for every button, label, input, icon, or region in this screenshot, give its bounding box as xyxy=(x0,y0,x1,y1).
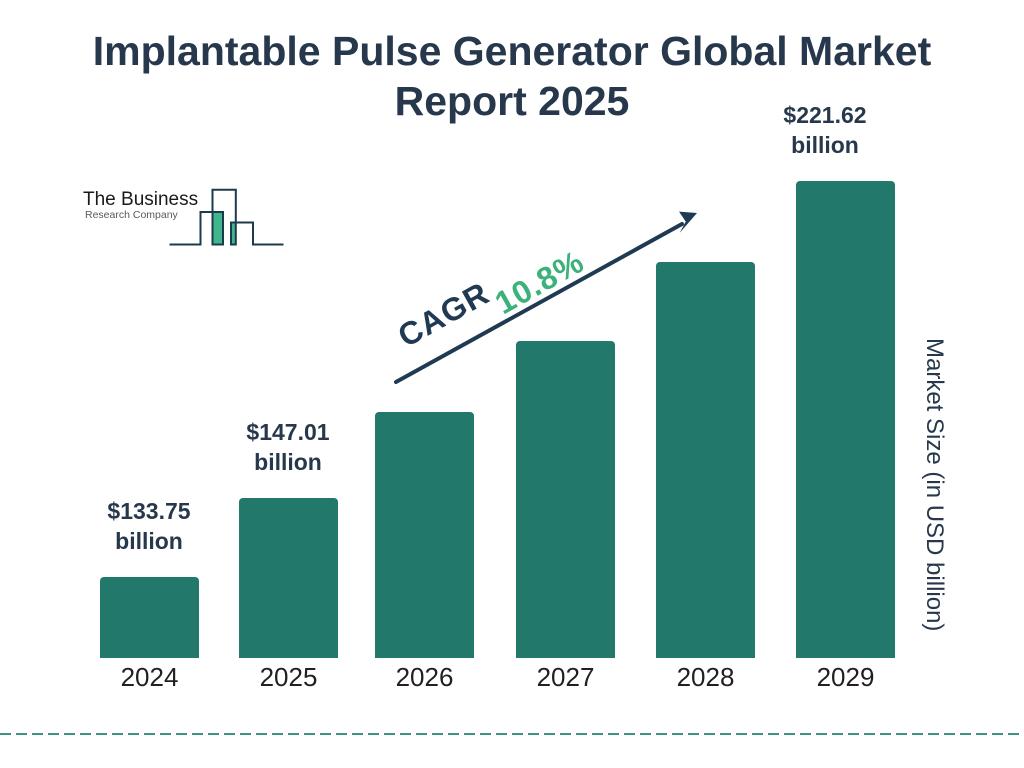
svg-text:10.8%: 10.8% xyxy=(489,243,590,321)
svg-text:CAGR: CAGR xyxy=(392,275,495,354)
